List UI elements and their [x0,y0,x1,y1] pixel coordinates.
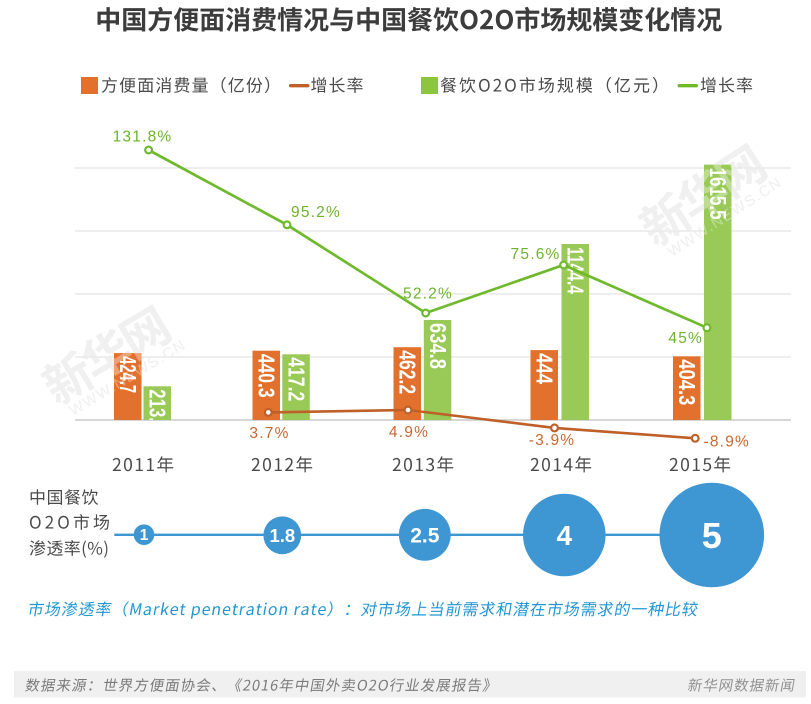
svg-text:45%: 45% [668,330,703,347]
svg-text:213.7: 213.7 [145,389,171,431]
svg-text:2.5: 2.5 [410,524,440,547]
svg-text:1.8: 1.8 [269,525,295,546]
svg-text:1615.5: 1615.5 [705,168,731,220]
svg-text:5: 5 [702,515,722,556]
svg-text:440.3: 440.3 [254,354,280,398]
svg-text:-8.9%: -8.9% [704,434,751,451]
svg-text:424.7: 424.7 [115,356,141,393]
svg-text:3.7%: 3.7% [249,425,289,442]
svg-text:95.2%: 95.2% [291,204,341,221]
svg-text:444: 444 [532,353,558,384]
svg-text:131.8%: 131.8% [113,129,173,146]
svg-text:-3.9%: -3.9% [529,432,576,449]
svg-text:4: 4 [557,520,573,551]
svg-text:462.2: 462.2 [395,350,421,394]
svg-text:1: 1 [140,527,149,544]
svg-text:75.6%: 75.6% [511,246,561,263]
svg-text:417.2: 417.2 [283,357,309,401]
svg-text:634.8: 634.8 [425,323,451,369]
svg-text:4.9%: 4.9% [389,424,429,441]
svg-text:52.2%: 52.2% [403,286,453,303]
svg-text:404.3: 404.3 [674,359,700,405]
